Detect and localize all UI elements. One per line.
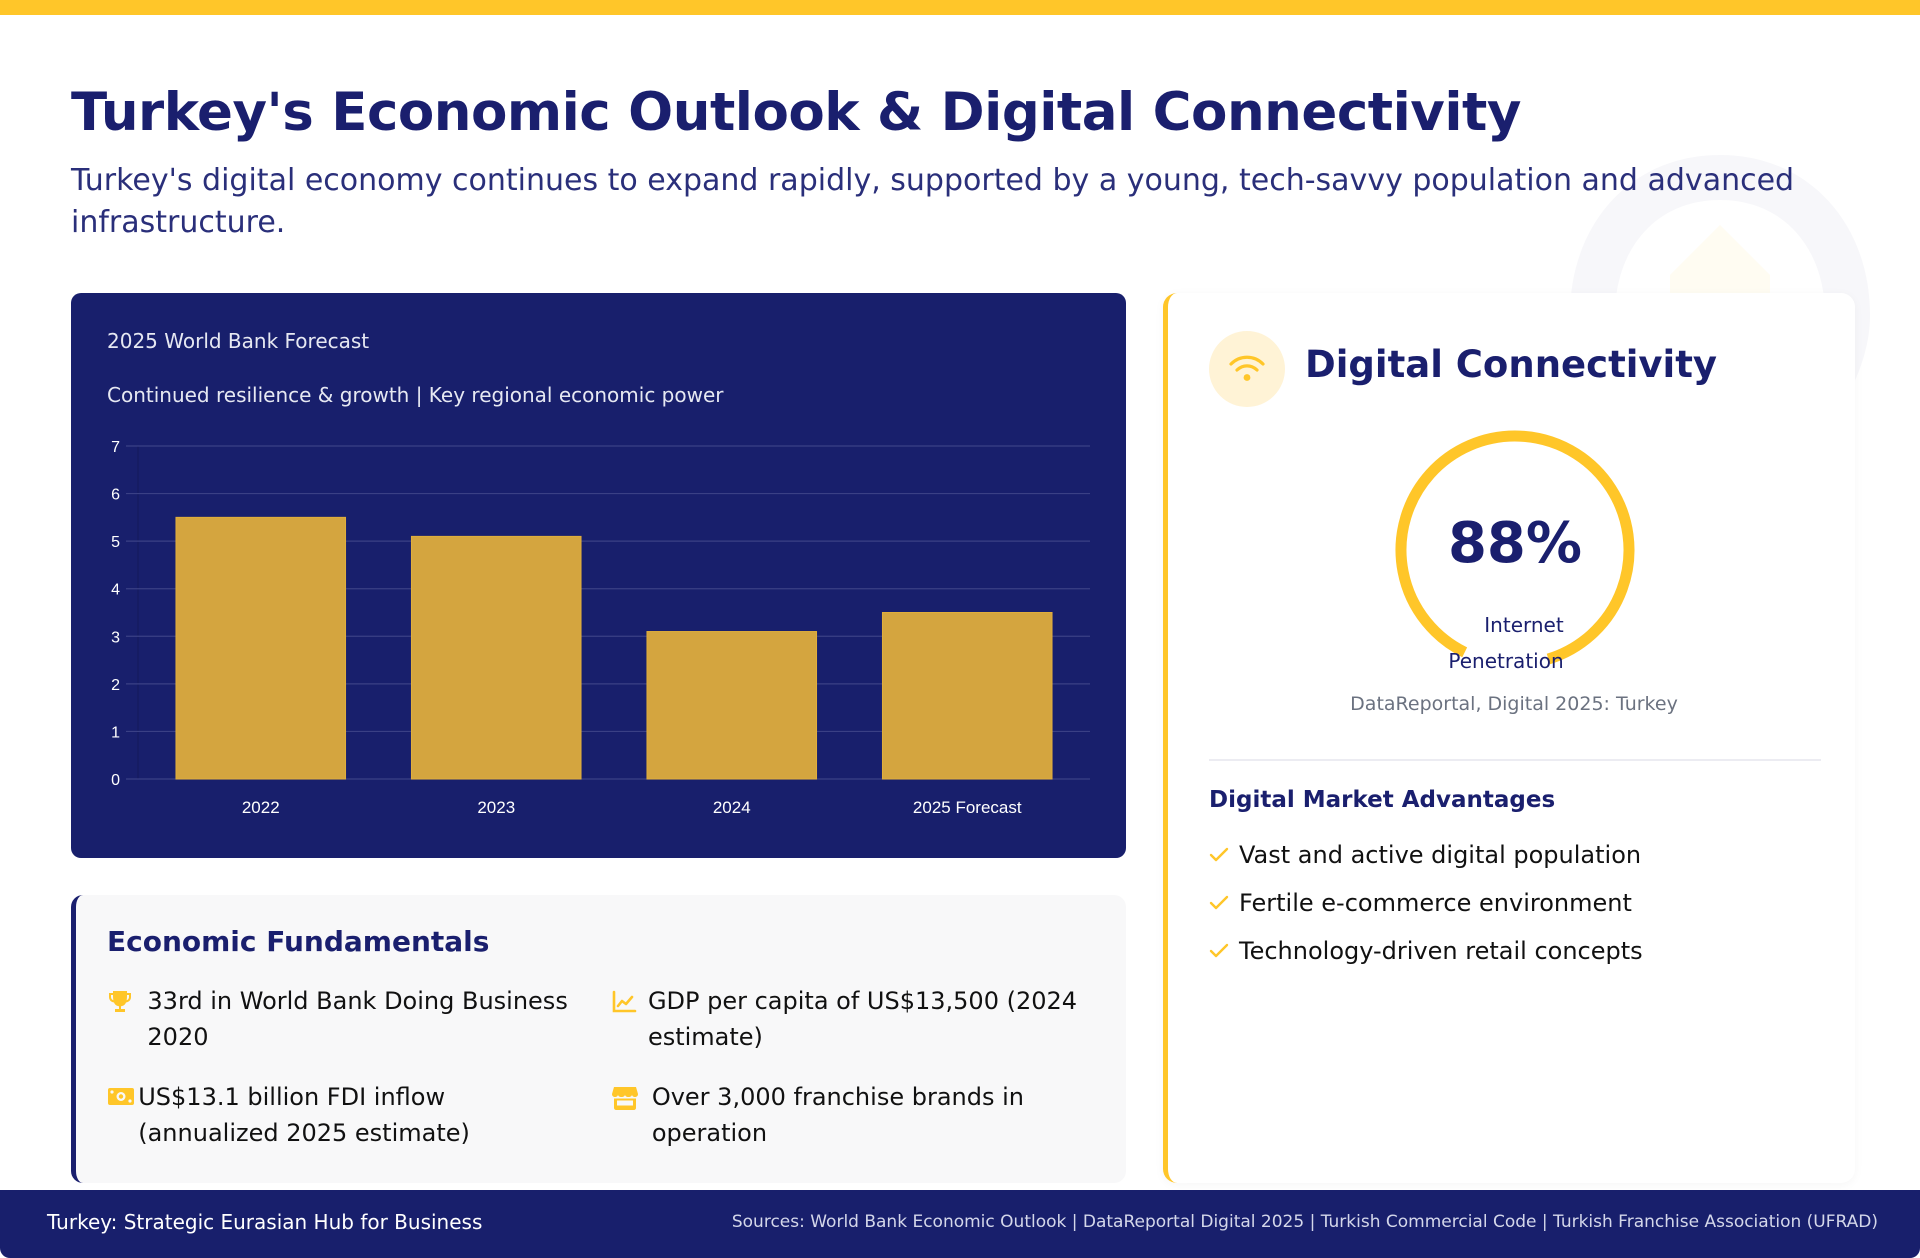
section-divider [1209,759,1821,761]
fundamental-text: GDP per capita of US$13,500 (2024 estima… [647,987,1078,1051]
advantage-item: Technology-driven retail concepts [1209,927,1643,975]
advantages-title: Digital Market Advantages [1209,787,1556,813]
store-icon [611,1079,652,1115]
bar-2022 [175,516,347,780]
x-tick-label: 2025 Forecast [913,798,1022,817]
internet-penetration-gauge [1395,430,1635,665]
gauge-value: 88% [1447,511,1583,576]
chart-subtitle: Continued resilience & growth | Key regi… [107,383,724,407]
bar-2025-forecast [881,612,1053,780]
advantage-text: Fertile e-commerce environment [1239,889,1632,917]
gauge-label-line2: Penetration [1448,649,1564,673]
connectivity-title: Digital Connectivity [1305,343,1718,386]
advantages-list: Vast and active digital population Ferti… [1209,831,1643,975]
gauge-label-line1: Internet [1484,613,1564,637]
gauge-arc [1395,430,1635,665]
fundamental-text: 33rd in World Bank Doing Business 2020 [147,987,568,1051]
bar-2023 [410,535,582,780]
x-tick-label: 2023 [477,798,515,817]
check-icon [1209,943,1239,959]
footer-tagline: Turkey: Strategic Eurasian Hub for Busin… [47,1210,483,1234]
check-icon [1209,895,1239,911]
advantage-item: Fertile e-commerce environment [1209,879,1643,927]
advantage-text: Technology-driven retail concepts [1239,937,1643,965]
bar-2024 [646,631,818,780]
fundamentals-title: Economic Fundamentals [107,925,490,958]
footer-sources: Sources: World Bank Economic Outlook | D… [731,1212,1878,1232]
y-tick-label: 1 [111,724,120,741]
money-bill-icon [107,1079,138,1115]
economic-fundamentals-card: Economic Fundamentals 33rd in World Bank… [71,895,1126,1183]
y-tick-label: 3 [111,629,120,646]
advantage-item: Vast and active digital population [1209,831,1643,879]
y-tick-label: 5 [111,534,120,551]
chart-title: 2025 World Bank Forecast [107,329,370,353]
footer: Turkey: Strategic Eurasian Hub for Busin… [0,1190,1920,1258]
chart-line-icon [611,983,648,1019]
fundamental-item-franchise-brands: Over 3,000 franchise brands in operation [611,1079,1091,1151]
fundamental-item-fdi: US$13.1 billion FDI inflow (annualized 2… [107,1079,577,1151]
fundamental-item-doing-business: 33rd in World Bank Doing Business 2020 [107,983,577,1055]
advantage-text: Vast and active digital population [1239,841,1642,869]
y-tick-label: 0 [111,772,120,789]
gdp-growth-chart-card: 2025 World Bank Forecast Continued resil… [71,293,1126,858]
y-tick-label: 4 [111,582,120,599]
digital-connectivity-card: Digital Connectivity 88% Internet Penetr… [1163,293,1855,1183]
y-tick-label: 6 [111,487,120,504]
page-title: Turkey's Economic Outlook & Digital Conn… [71,82,1521,143]
bar-chart: 0 1 2 3 4 5 6 7 2022 2023 2024 2025 Forecast [111,439,1090,817]
fundamental-text: Over 3,000 franchise brands in operation [651,1083,1024,1147]
page-subtitle: Turkey's digital economy continues to ex… [71,163,1795,240]
y-tick-label: 7 [111,439,120,456]
check-icon [1209,847,1239,863]
wifi-icon [1209,331,1285,407]
fundamental-text: US$13.1 billion FDI inflow (annualized 2… [138,1083,470,1147]
top-accent-stripe [0,0,1920,15]
x-tick-label: 2022 [242,798,280,817]
fundamental-item-gdp-per-capita: GDP per capita of US$13,500 (2024 estima… [611,983,1091,1055]
trophy-icon [107,983,147,1019]
x-tick-label: 2024 [713,798,751,817]
y-tick-label: 2 [111,677,120,694]
gauge-source: DataReportal, Digital 2025: Turkey [1350,693,1678,715]
